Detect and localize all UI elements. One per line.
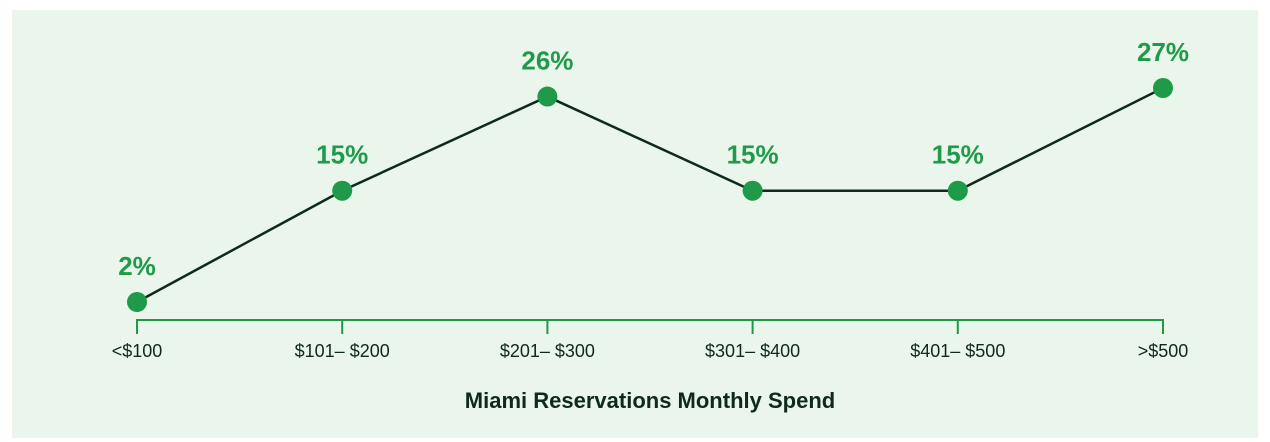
x-tick-label: $201– $300 bbox=[500, 341, 595, 361]
panel bbox=[12, 10, 1258, 438]
marker bbox=[332, 180, 353, 201]
x-tick-label: $101– $200 bbox=[295, 341, 390, 361]
line bbox=[136, 86, 1164, 304]
x-tick-label: $401– $500 bbox=[910, 341, 1005, 361]
x-tick-label: <$100 bbox=[112, 341, 163, 361]
marker bbox=[947, 180, 968, 201]
data-label: 15% bbox=[932, 140, 984, 170]
marker bbox=[537, 86, 558, 107]
x-tick-label: $301– $400 bbox=[705, 341, 800, 361]
marker bbox=[742, 180, 763, 201]
data-label: 15% bbox=[727, 140, 779, 170]
data-label: 26% bbox=[521, 45, 573, 75]
x-tick-label: >$500 bbox=[1138, 341, 1189, 361]
data-label: 27% bbox=[1137, 37, 1189, 67]
marker bbox=[1153, 78, 1173, 98]
x-axis-title: Miami Reservations Monthly Spend bbox=[465, 388, 835, 413]
data-label: 2% bbox=[118, 251, 156, 281]
data-label: 15% bbox=[316, 140, 368, 170]
marker bbox=[127, 292, 147, 312]
